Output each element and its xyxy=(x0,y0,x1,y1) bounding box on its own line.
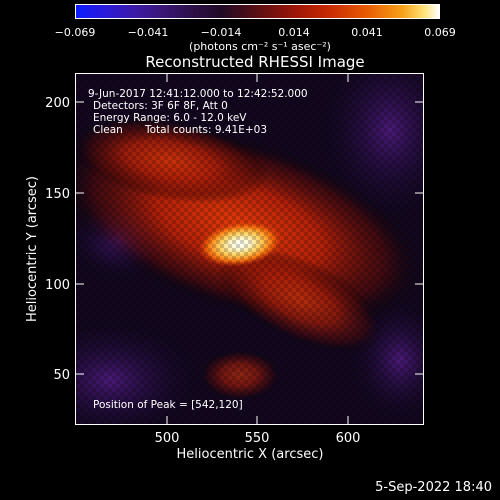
annotation-detectors: Detectors: 3F 6F 8F, Att 0 xyxy=(93,100,228,112)
y-tick-label: 100 xyxy=(45,278,70,293)
annotation-energy-range: Energy Range: 6.0 - 12.0 keV xyxy=(93,112,247,124)
y-axis-label: Heliocentric Y (arcsec) xyxy=(25,176,40,322)
colorbar-tick: −0.014 xyxy=(200,26,242,39)
footer-date: 5-Sep-2022 18:40 xyxy=(375,480,492,495)
colorbar-tick: 0.014 xyxy=(278,26,310,39)
colorbar-tick: 0.041 xyxy=(351,26,383,39)
colorbar-units: (photons cm⁻² s⁻¹ asec⁻²) xyxy=(189,40,331,53)
annotation-peak-position: Position of Peak = [542,120] xyxy=(93,399,243,411)
plot-frame xyxy=(75,73,424,425)
annotation-time-range: 9-Jun-2017 12:41:12.000 to 12:42:52.000 xyxy=(88,88,308,100)
annotation-total-counts: Total counts: 9.41E+03 xyxy=(144,124,267,136)
colorbar-tick: 0.069 xyxy=(424,26,456,39)
heatmap-image xyxy=(76,74,423,424)
chart-title: Reconstructed RHESSI Image xyxy=(145,53,365,71)
x-axis-label: Heliocentric X (arcsec) xyxy=(177,447,324,462)
x-tick-label: 500 xyxy=(155,431,180,446)
colorbar-tick: −0.069 xyxy=(54,26,96,39)
x-tick-label: 550 xyxy=(245,431,270,446)
axes xyxy=(76,74,423,424)
colorbar-tick: −0.041 xyxy=(127,26,169,39)
annotation-method: Clean xyxy=(93,124,123,136)
x-tick-label: 600 xyxy=(336,431,361,446)
y-tick-label: 200 xyxy=(45,96,70,111)
y-tick-label: 150 xyxy=(45,187,70,202)
colorbar xyxy=(75,4,440,19)
y-tick-label: 50 xyxy=(53,368,70,383)
